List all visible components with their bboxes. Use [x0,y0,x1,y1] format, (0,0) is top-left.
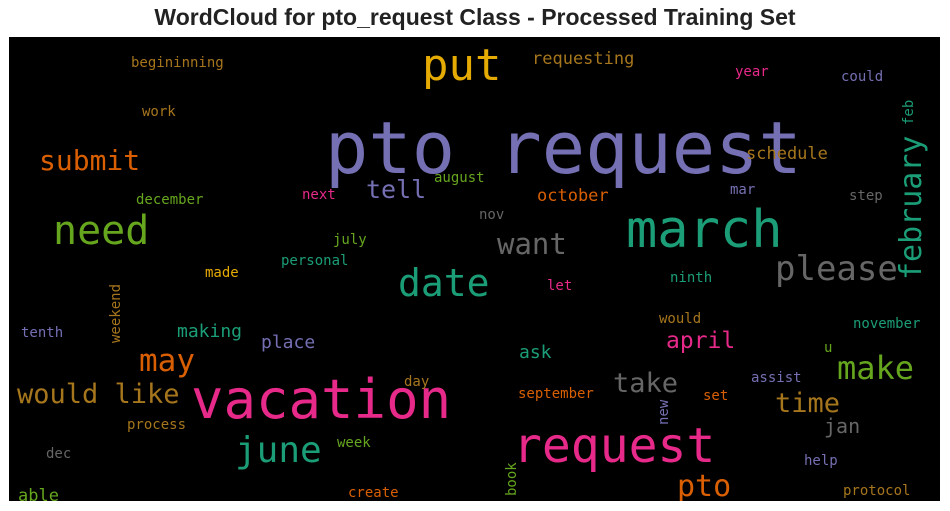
word-april: april [666,328,735,354]
word-nov: nov [479,207,504,223]
word-pto: pto [677,469,731,501]
word-tenth: tenth [21,325,63,341]
word-need: need [53,208,149,254]
word-may: may [139,343,195,379]
word-march: march [626,200,783,260]
word-vacation: vacation [191,368,451,431]
word-would-like: would like [17,379,180,410]
word-november: november [853,316,920,332]
word-make: make [837,349,914,387]
word-feb: feb [901,100,917,125]
word-february: february [894,136,929,281]
wordcloud-background [9,37,940,501]
word-book: book [504,462,520,496]
word-submit: submit [39,144,140,177]
word-dec: dec [46,446,71,462]
chart-title: WordCloud for pto_request Class - Proces… [154,4,796,30]
word-schedule: schedule [746,144,828,164]
word-mar: mar [730,182,755,198]
word-date: date [398,261,490,305]
word-pto-request: pto request [325,106,802,190]
word-put: put [422,40,501,91]
word-july: july [333,232,367,248]
word-begininning: begininning [131,55,224,71]
word-could: could [841,69,883,85]
word-august: august [434,170,485,186]
word-weekend: weekend [108,284,124,343]
word-assist: assist [751,370,802,386]
word-made: made [205,265,239,281]
word-september: september [518,386,594,402]
word-jan: jan [824,414,860,438]
word-new: new [656,399,672,425]
word-take: take [613,368,678,399]
word-create: create [348,485,399,501]
word-making: making [177,321,242,342]
word-group: pto request vacation request march put date ne… [17,40,929,501]
word-requesting: requesting [532,49,634,69]
word-october: october [537,186,609,206]
word-process: process [127,417,186,433]
word-able: able [18,486,59,501]
word-personal: personal [281,253,348,269]
word-december: december [136,192,203,208]
word-request: request [513,418,715,474]
word-let: let [547,278,572,294]
word-protocol: protocol [843,483,910,499]
word-step: step [849,188,883,204]
word-tell: tell [366,175,426,204]
word-time: time [775,388,840,419]
wordcloud-canvas: pto request vacation request march put date ne… [9,37,940,501]
word-day: day [404,374,429,390]
word-next: next [302,187,336,203]
word-ninth: ninth [670,270,712,286]
word-please: please [775,249,898,289]
word-work: work [142,104,176,120]
word-help: help [804,453,838,469]
word-week: week [337,435,371,451]
word-u: u [824,340,832,356]
word-would: would [659,311,701,327]
word-set: set [703,388,728,404]
word-june: june [235,430,322,471]
word-want: want [497,227,567,261]
word-year: year [735,64,769,80]
word-ask: ask [519,342,552,363]
word-place: place [261,332,315,353]
